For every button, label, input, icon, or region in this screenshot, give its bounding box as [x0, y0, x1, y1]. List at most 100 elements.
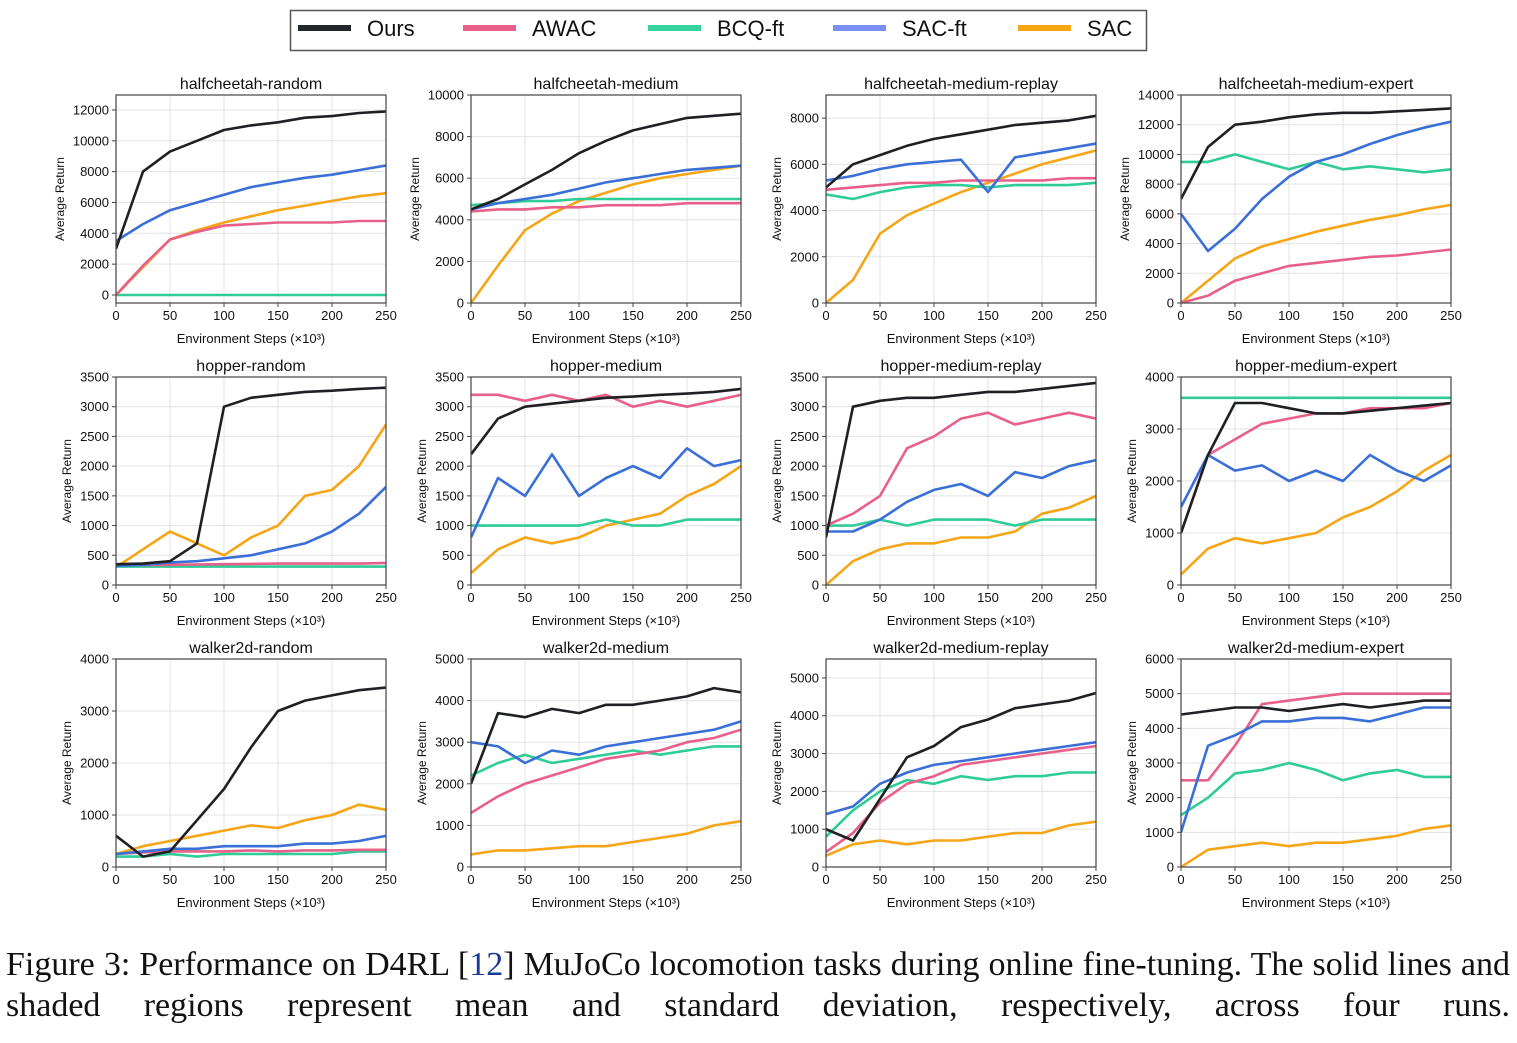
x-tick-label: 200 — [1031, 308, 1053, 323]
series-line-sac-ft — [826, 458, 1096, 533]
plot-frame — [825, 376, 1097, 586]
series-group — [116, 386, 386, 569]
y-tick-label: 6000 — [1145, 652, 1174, 667]
series-line-ours — [116, 686, 386, 858]
x-tick-label: 50 — [1228, 590, 1242, 605]
legend-label-ours: Ours — [367, 16, 415, 41]
plot-frame — [825, 658, 1097, 868]
x-tick-label: 200 — [321, 308, 343, 323]
x-tick-label: 250 — [730, 872, 752, 887]
x-tick-label: 250 — [375, 872, 397, 887]
y-tick-label: 3000 — [80, 399, 109, 414]
series-line-sac — [826, 494, 1096, 585]
y-tick-label: 4000 — [1145, 236, 1174, 251]
caption-prefix: Figure 3: Performance on D4RL [ — [6, 946, 470, 983]
y-tick-label: 2000 — [1145, 266, 1174, 281]
y-axis-label: Average Return — [60, 439, 74, 523]
x-tick-label: 100 — [1278, 590, 1300, 605]
y-tick-label: 3500 — [435, 370, 464, 385]
x-axis-label: Environment Steps (×10³) — [1242, 613, 1390, 628]
y-tick-label: 10000 — [428, 88, 464, 103]
y-tick-label: 0 — [102, 287, 109, 302]
series-line-sac-ft — [1181, 453, 1451, 508]
y-axis-label: Average Return — [408, 157, 422, 241]
series-line-sac — [471, 164, 741, 303]
series-line-ours — [826, 114, 1096, 189]
subplot-title: hopper-random — [196, 358, 305, 375]
legend: Ours AWAC BCQ-ft SAC-ft SAC — [289, 9, 1148, 52]
x-tick-label: 250 — [375, 308, 397, 323]
y-tick-label: 3000 — [435, 735, 464, 750]
x-tick-label: 250 — [730, 590, 752, 605]
y-tick-label: 2000 — [80, 459, 109, 474]
series-group — [471, 112, 741, 303]
series-line-sac-ft — [471, 164, 741, 211]
plot-frame — [470, 94, 742, 304]
y-tick-label: 2500 — [435, 429, 464, 444]
x-tick-label: 150 — [267, 308, 289, 323]
subplot-halfcheetah-medium-replay: 0 50 100 150 200 250 0 2000 4000 6000 8000 halfchee… — [770, 76, 1107, 346]
x-axis-label: Environment Steps (×10³) — [887, 613, 1035, 628]
legend-label-bcq-ft: BCQ-ft — [717, 16, 784, 41]
y-tick-label: 0 — [1167, 296, 1174, 311]
y-tick-label: 2500 — [790, 429, 819, 444]
x-tick-label: 50 — [873, 872, 887, 887]
x-tick-label: 50 — [1228, 872, 1242, 887]
series-group — [116, 686, 386, 858]
citation-link[interactable]: 12 — [469, 946, 504, 983]
series-line-ours — [471, 387, 741, 456]
x-tick-label: 150 — [977, 308, 999, 323]
y-tick-label: 1000 — [1145, 526, 1174, 541]
y-tick-label: 2000 — [80, 756, 109, 771]
y-tick-label: 3500 — [80, 370, 109, 385]
series-line-awac — [1181, 248, 1451, 303]
y-tick-label: 4000 — [80, 226, 109, 241]
series-line-awac — [471, 393, 741, 409]
y-tick-label: 2500 — [80, 429, 109, 444]
subplot-walker2d-medium-replay: 0 50 100 150 200 250 0 1000 2000 3000 4000 5000 walk… — [770, 640, 1107, 910]
subplot-hopper-medium-expert: 0 50 100 150 200 250 0 1000 2000 3000 4000 hopper-m… — [1125, 358, 1462, 628]
series-line-bcq-ft — [826, 181, 1096, 201]
series-line-awac — [116, 848, 386, 856]
y-axis-label: Average Return — [1125, 439, 1139, 523]
series-group — [1181, 107, 1451, 303]
x-tick-label: 0 — [112, 590, 119, 605]
series-line-sac-ft — [826, 740, 1096, 816]
x-tick-label: 0 — [822, 590, 829, 605]
x-tick-label: 100 — [568, 590, 590, 605]
x-tick-label: 200 — [1386, 308, 1408, 323]
x-axis-label: Environment Steps (×10³) — [532, 895, 680, 910]
x-tick-label: 200 — [676, 308, 698, 323]
y-tick-label: 1500 — [435, 488, 464, 503]
x-tick-label: 150 — [622, 872, 644, 887]
y-tick-label: 3000 — [790, 399, 819, 414]
subplot-title: halfcheetah-medium-replay — [864, 76, 1058, 93]
x-tick-label: 50 — [163, 308, 177, 323]
x-tick-label: 250 — [1085, 590, 1107, 605]
plot-area — [826, 377, 1096, 585]
plot-frame — [470, 658, 742, 868]
x-tick-label: 0 — [1177, 590, 1184, 605]
x-tick-label: 0 — [1177, 872, 1184, 887]
series-line-ours — [826, 381, 1096, 538]
y-axis-label: Average Return — [53, 157, 67, 241]
x-tick-label: 200 — [321, 872, 343, 887]
y-tick-label: 4000 — [435, 212, 464, 227]
series-line-sac — [826, 149, 1096, 303]
y-tick-label: 0 — [1167, 578, 1174, 593]
x-tick-label: 150 — [1332, 590, 1354, 605]
x-axis-label: Environment Steps (×10³) — [532, 613, 680, 628]
series-group — [826, 381, 1096, 585]
y-tick-label: 8000 — [80, 164, 109, 179]
series-line-sac-ft — [826, 142, 1096, 194]
y-tick-label: 4000 — [80, 652, 109, 667]
legend-box — [289, 9, 1148, 52]
series-line-sac — [116, 423, 386, 569]
x-tick-label: 250 — [730, 308, 752, 323]
y-tick-label: 0 — [812, 296, 819, 311]
plot-area — [471, 659, 741, 867]
x-tick-label: 150 — [977, 590, 999, 605]
x-tick-label: 0 — [467, 872, 474, 887]
x-tick-label: 100 — [1278, 308, 1300, 323]
subplot-hopper-random: 0 50 100 150 200 2500500100015002000250030003… — [60, 358, 397, 628]
